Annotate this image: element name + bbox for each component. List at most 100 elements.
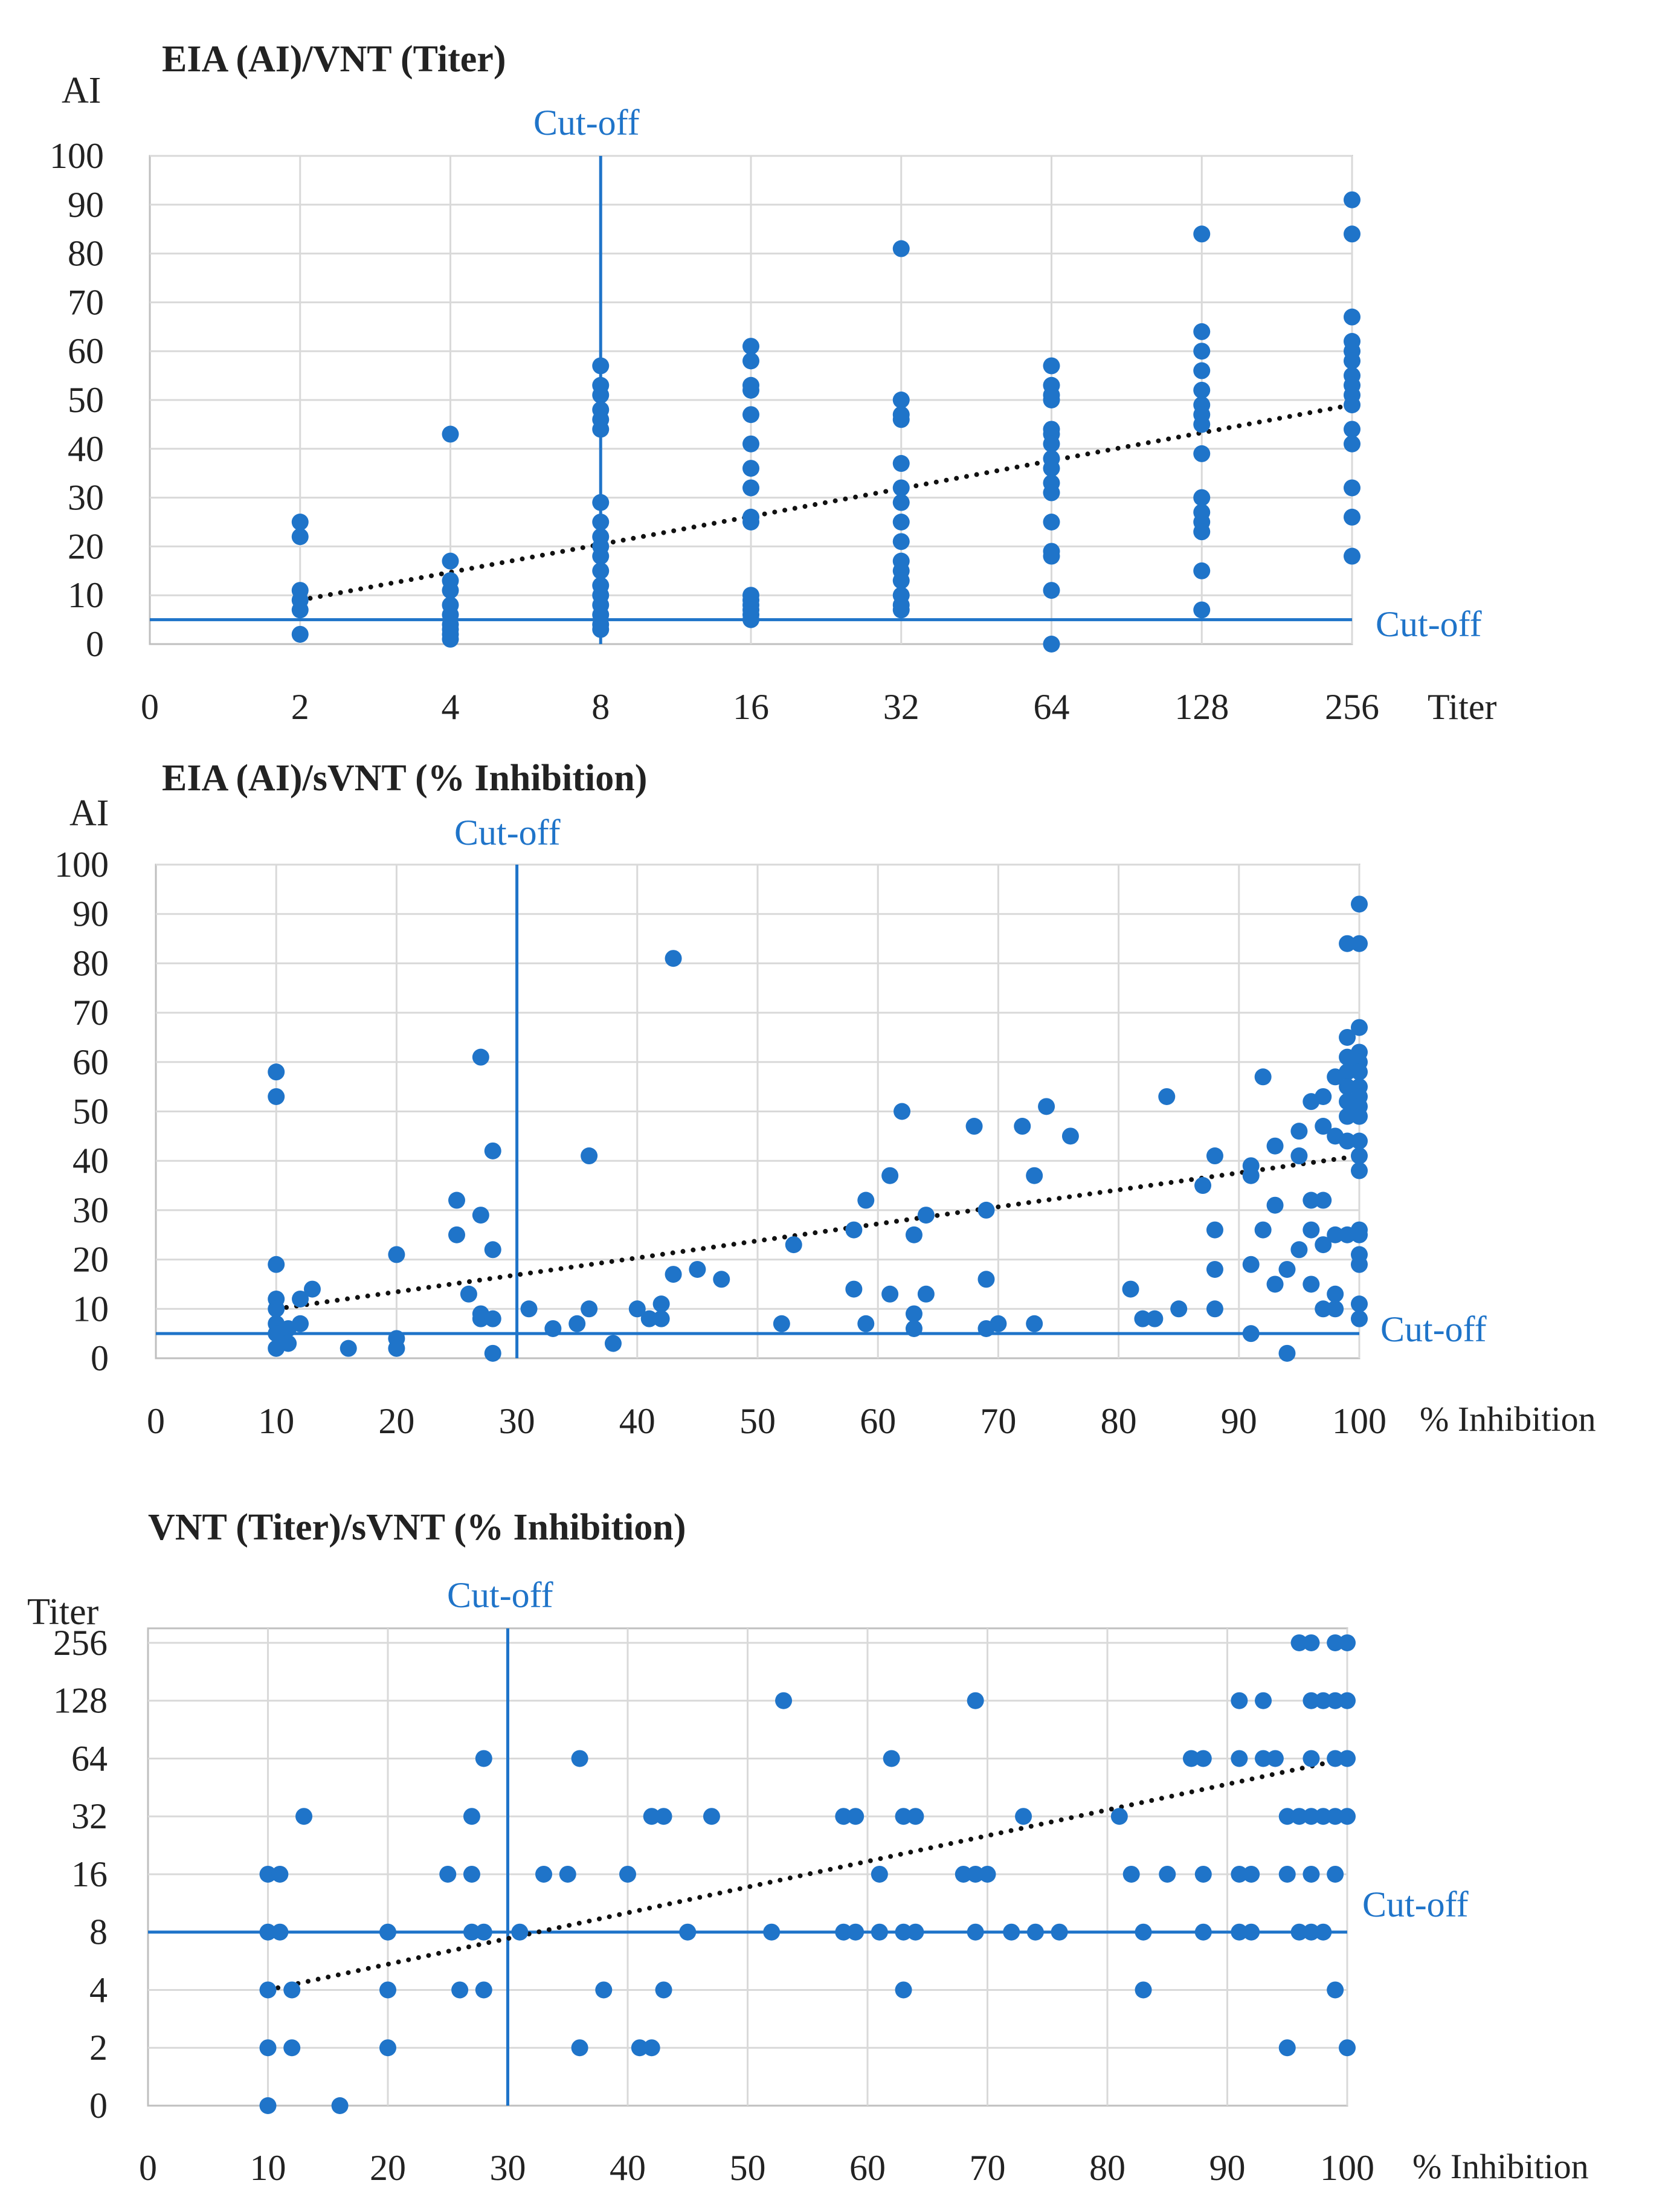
x-tick-label: 8 [591, 687, 610, 727]
data-point [655, 1808, 672, 1825]
data-point [442, 552, 459, 570]
data-point [571, 1750, 588, 1767]
data-point [283, 2039, 301, 2057]
data-point [1327, 1285, 1344, 1303]
y-tick-label: 40 [72, 1141, 109, 1181]
y-tick-label: 100 [54, 845, 109, 885]
chart-vnt-svnt: VNT (Titer)/sVNT (% Inhibition) Titer % … [27, 1507, 1589, 2188]
data-point [268, 1063, 285, 1081]
data-point [892, 411, 910, 428]
x-tick-label: 0 [147, 1401, 165, 1441]
data-point [1043, 484, 1060, 501]
y-tick-label: 90 [68, 185, 104, 225]
data-point [892, 455, 910, 472]
data-point [1038, 1098, 1055, 1115]
y-tick-label: 100 [50, 136, 104, 176]
data-point [1303, 1634, 1320, 1651]
x-tick-label: 70 [970, 2148, 1006, 2188]
data-point [1206, 1300, 1223, 1318]
data-point [1231, 1692, 1248, 1709]
data-point [259, 1981, 277, 1999]
data-point [379, 1981, 396, 1999]
x-tick-label: 50 [730, 2148, 766, 2188]
x-tick-label: 10 [250, 2148, 286, 2188]
data-point [1193, 523, 1211, 541]
data-point [291, 528, 309, 546]
data-point [1043, 435, 1060, 453]
data-point [643, 2039, 660, 2057]
data-point [1339, 1808, 1356, 1825]
y-tick-label: 128 [53, 1681, 108, 1721]
data-point [1315, 1088, 1332, 1105]
y-tick-label: 2 [89, 2028, 108, 2068]
data-point [643, 1808, 660, 1825]
data-point [581, 1300, 598, 1318]
x-tick-label: 10 [258, 1401, 294, 1441]
data-point [742, 479, 759, 497]
data-point [475, 1750, 492, 1767]
data-point [742, 611, 759, 628]
y-tick-label: 70 [72, 993, 109, 1033]
data-point [1026, 1315, 1043, 1332]
data-point [631, 2039, 648, 2057]
data-point [1135, 1923, 1152, 1941]
data-point [977, 1201, 995, 1219]
y-tick-label: 30 [72, 1190, 109, 1230]
data-point [1231, 1923, 1248, 1941]
data-point [1266, 1750, 1284, 1767]
y-tick-label: 70 [68, 282, 104, 322]
data-point [917, 1285, 935, 1303]
data-point [773, 1315, 790, 1332]
data-point [280, 1335, 297, 1352]
data-point [1170, 1300, 1188, 1318]
chart-3-title: VNT (Titer)/sVNT (% Inhibition) [148, 1507, 686, 1548]
chart-2-y-axis-label: AI [69, 793, 109, 834]
data-point [742, 406, 759, 424]
x-tick-label: 80 [1101, 1401, 1137, 1441]
data-point [1303, 1808, 1320, 1825]
data-point [892, 240, 910, 257]
data-point [1026, 1923, 1044, 1941]
x-tick-label: 40 [619, 1401, 655, 1441]
data-point [1344, 352, 1360, 370]
data-point [713, 1271, 730, 1288]
chart-1-title: EIA (AI)/VNT (Titer) [162, 39, 506, 80]
chart-2-gridlines [155, 863, 1360, 1359]
data-point [1193, 445, 1211, 462]
data-point [291, 514, 309, 530]
data-point [1290, 1241, 1308, 1259]
data-point [1051, 1923, 1068, 1941]
chart-3-points [259, 1634, 1356, 2114]
data-point [511, 1923, 529, 1941]
data-point [268, 1088, 285, 1105]
data-point [895, 1981, 912, 1999]
data-point [1278, 1260, 1296, 1278]
x-tick-label: 90 [1221, 1401, 1257, 1441]
y-tick-label: 10 [72, 1289, 109, 1329]
x-tick-label: 0 [141, 687, 159, 727]
data-point [604, 1335, 622, 1352]
data-point [1043, 514, 1060, 530]
data-point [1158, 1088, 1176, 1105]
data-point [544, 1320, 562, 1337]
data-point [1290, 1123, 1308, 1140]
data-point [665, 1266, 682, 1283]
data-point [1327, 1981, 1344, 1999]
data-point [977, 1271, 995, 1288]
data-point [871, 1865, 888, 1883]
data-point [905, 1305, 923, 1323]
data-point [1242, 1325, 1260, 1343]
data-point [388, 1340, 405, 1357]
data-point [291, 601, 309, 619]
y-tick-label: 8 [89, 1912, 108, 1952]
data-point [1351, 1162, 1368, 1179]
data-point [1303, 1750, 1320, 1767]
data-point [905, 1226, 923, 1243]
data-point [451, 1981, 469, 1999]
data-point [1327, 1750, 1344, 1767]
data-point [340, 1340, 357, 1357]
data-point [881, 1285, 899, 1303]
data-point [1315, 1236, 1332, 1254]
data-point [1266, 1196, 1284, 1214]
